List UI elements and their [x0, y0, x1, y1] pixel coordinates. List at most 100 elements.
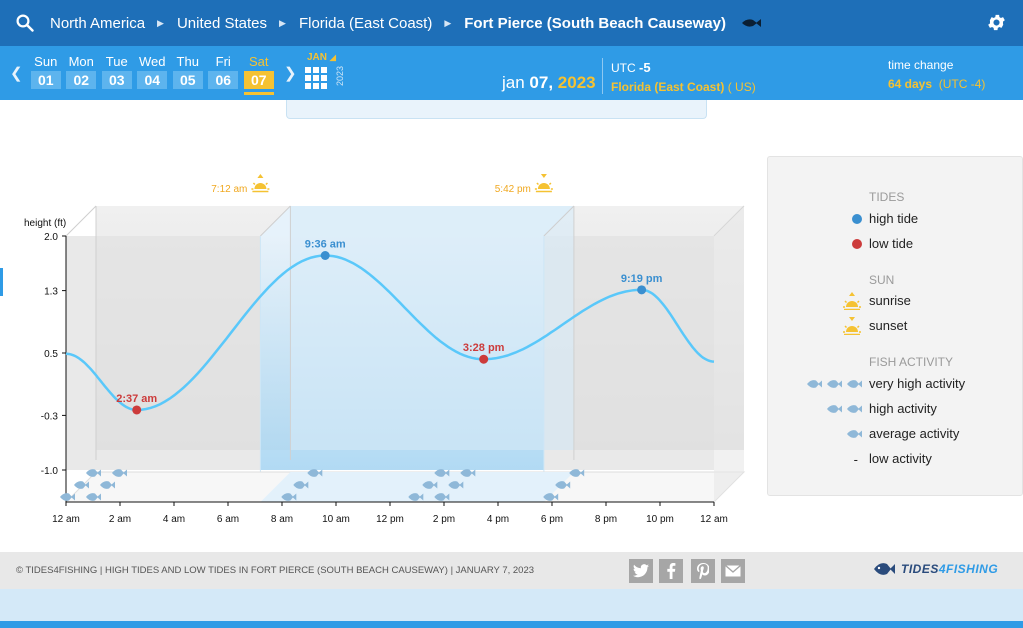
next-week-arrow-icon[interactable]: ❯: [284, 65, 297, 82]
day-name: Tue: [105, 54, 128, 69]
pinterest-icon[interactable]: [691, 559, 715, 583]
sunrise-time-label: 7:12 am: [211, 184, 247, 195]
divider: [602, 58, 603, 94]
fish-icon: [293, 481, 309, 489]
selected-date-month: jan: [502, 73, 525, 92]
day-name: Sun: [34, 54, 58, 69]
fish-icon: [434, 469, 450, 477]
selected-date: jan 07, 2023: [502, 73, 596, 93]
fish-activity-1-icon: [842, 425, 862, 443]
day-number: 03: [101, 71, 132, 89]
x-tick-label: 2 pm: [433, 514, 455, 525]
legend-sunset: sunset: [768, 317, 1023, 335]
calendar-month: JAN ◢: [307, 52, 336, 63]
fish-activity-3-icon: [802, 375, 862, 393]
day-tue[interactable]: Tue 03: [99, 54, 135, 95]
chart-depth-line: [65, 205, 97, 237]
legend-average-label: average activity: [869, 426, 960, 441]
breadcrumb-separator-icon: ▶: [444, 17, 452, 28]
y-tick-label: -1.0: [41, 466, 59, 477]
fish-icon: [60, 493, 75, 501]
day-sat[interactable]: Sat 07: [241, 54, 277, 95]
high-tide-point: [320, 251, 330, 260]
day-number: 04: [137, 71, 168, 89]
legend-sunrise: sunrise: [768, 292, 1023, 310]
selected-date-day: 07,: [529, 73, 554, 92]
brand-logo[interactable]: TIDES4FISHING: [873, 560, 998, 578]
sunset-time-label: 5:42 pm: [495, 184, 531, 195]
low-tide-dot-icon: [852, 235, 862, 253]
day-fri[interactable]: Fri 06: [206, 54, 242, 95]
gear-icon[interactable]: [986, 12, 1007, 38]
x-tick-label: 4 pm: [487, 514, 509, 525]
legend-low-tide-label: low tide: [869, 236, 914, 251]
legend-low-tide: low tide: [768, 235, 1023, 253]
fish-icon: [281, 493, 297, 501]
legend-low-activity: - low activity: [768, 450, 1023, 468]
day-mon[interactable]: Mon 02: [64, 54, 100, 95]
low-tide-label: 3:28 pm: [463, 342, 505, 354]
fish-activity-cluster: [60, 469, 127, 501]
low-tide-point: [479, 354, 489, 364]
chart-depth-line: [260, 205, 291, 237]
day-wed[interactable]: Wed 04: [135, 54, 171, 95]
chart-side-wall: [714, 206, 744, 502]
time-change-value: 64 days (UTC -4): [888, 77, 986, 91]
fish-icon: [740, 18, 762, 28]
fish-icon: [460, 469, 476, 477]
x-tick-label: 2 am: [109, 514, 131, 525]
chart-floor-day: [260, 472, 574, 502]
x-tick-label: 6 am: [217, 514, 239, 525]
fish-activity-2-icon: [822, 400, 862, 418]
fish-icon: [112, 469, 127, 477]
x-tick-label: 4 am: [163, 514, 185, 525]
fish-icon: [86, 469, 101, 477]
fish-activity-cluster: [408, 469, 476, 501]
sunrise-icon: [251, 174, 270, 193]
sunset-icon: [534, 174, 553, 193]
x-tick-label: 10 pm: [646, 514, 674, 525]
day-name: Thu: [176, 54, 199, 69]
legend-sunset-label: sunset: [869, 318, 908, 333]
legend-fish-heading: FISH ACTIVITY: [869, 355, 954, 369]
twitter-icon[interactable]: [629, 559, 653, 583]
day-number: 02: [66, 71, 97, 89]
breadcrumb-florida[interactable]: Florida (East Coast): [298, 14, 433, 32]
search-icon[interactable]: [0, 0, 50, 46]
day-sun[interactable]: Sun 01: [28, 54, 64, 95]
fish-icon: [307, 469, 323, 477]
sunrise-icon: [842, 292, 862, 310]
breadcrumb-current-location: Fort Pierce (South Beach Causeway): [464, 14, 726, 32]
active-day-underline: [243, 92, 274, 95]
x-tick-label: 8 am: [271, 514, 293, 525]
facebook-icon[interactable]: [659, 559, 683, 583]
low-activity-dash: -: [853, 451, 858, 467]
x-tick-label: 10 am: [322, 514, 350, 525]
breadcrumb-north-america[interactable]: North America: [50, 14, 146, 32]
sunset-icon: [842, 317, 862, 335]
calendar-button[interactable]: JAN ◢ 2023: [305, 52, 345, 96]
fish-icon: [408, 493, 424, 501]
y-axis-label: height (ft): [24, 218, 66, 229]
day-name: Fri: [215, 54, 231, 69]
breadcrumb-separator-icon: ▶: [157, 17, 164, 28]
footer: © TIDES4FISHING | HIGH TIDES AND LOW TID…: [0, 552, 1023, 589]
legend-low-activity-label: low activity: [869, 451, 932, 466]
breadcrumb-united-states[interactable]: United States: [176, 14, 268, 32]
y-tick-label: 0.5: [44, 349, 58, 360]
calendar-year: 2023: [335, 66, 345, 87]
time-change-offset: (UTC -4): [938, 77, 986, 91]
day-name: Wed: [139, 54, 166, 69]
fish-icon: [569, 469, 585, 477]
legend-very-high-label: very high activity: [869, 376, 966, 391]
day-number: 05: [172, 71, 203, 89]
prev-week-arrow-icon[interactable]: ❮: [10, 65, 23, 82]
y-tick-label: 1.3: [44, 287, 58, 298]
day-thu[interactable]: Thu 05: [170, 54, 206, 95]
mail-icon[interactable]: [721, 559, 745, 583]
legend-average-activity: average activity: [768, 425, 1023, 443]
low-tide-label: 2:37 am: [116, 393, 157, 405]
high-tide-point: [637, 285, 647, 295]
fish-icon: [86, 493, 101, 501]
